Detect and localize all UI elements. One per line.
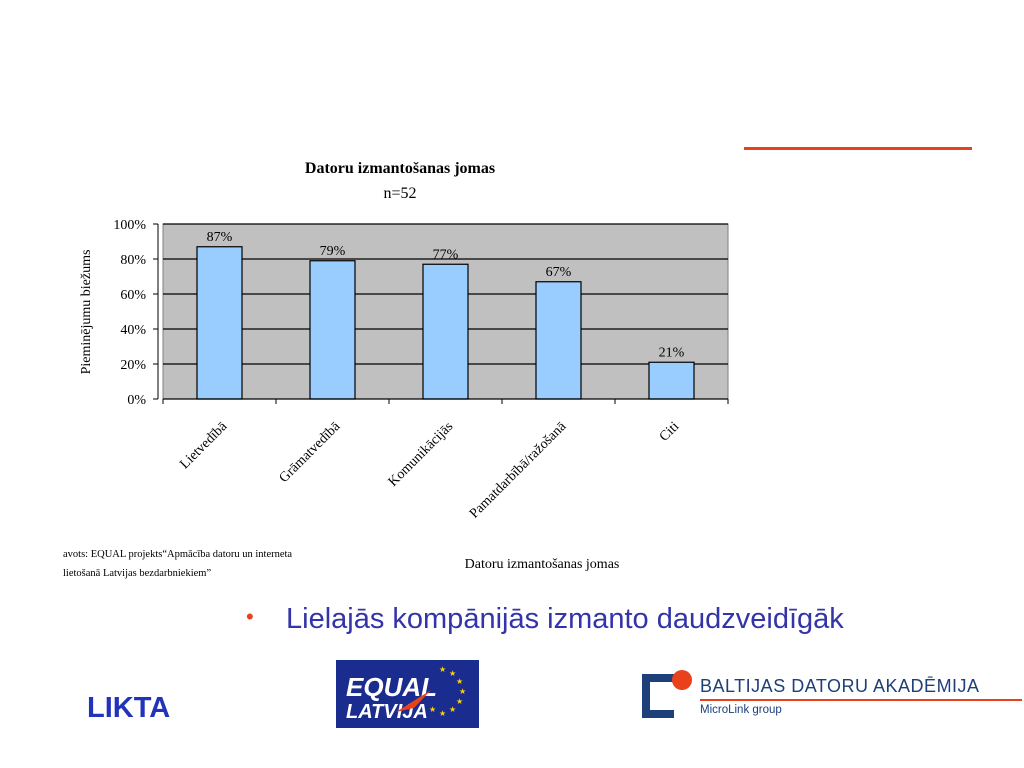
- svg-text:★: ★: [459, 687, 466, 696]
- bar: [196, 246, 243, 400]
- y-tick-label: 0%: [127, 393, 146, 408]
- bar-data-label: 77%: [433, 247, 459, 262]
- bda-mark-icon: [642, 670, 692, 718]
- y-tick-label: 80%: [120, 253, 146, 268]
- svg-text:★: ★: [456, 677, 463, 686]
- x-tick-label: Lietvedībā: [177, 419, 230, 472]
- svg-text:★: ★: [449, 669, 456, 678]
- x-tick-label: Grāmatvedībā: [277, 419, 344, 486]
- bar: [648, 361, 695, 400]
- svg-text:★: ★: [439, 665, 446, 674]
- bar-data-label: 21%: [659, 345, 685, 360]
- source-line-1: avots: EQUAL projekts“Apmācība datoru un…: [63, 549, 293, 560]
- bullet-dot-icon: •: [246, 604, 254, 630]
- bar: [535, 281, 582, 400]
- bullet-text: Lielajās kompānijās izmanto daudzveidīgā…: [286, 603, 844, 635]
- chart-subtitle: n=52: [383, 185, 417, 202]
- bar-data-label: 87%: [207, 230, 233, 245]
- svg-text:★: ★: [439, 709, 446, 718]
- bar: [422, 263, 469, 400]
- bullet-item: • Lielajās kompānijās izmanto daudzveidīg…: [246, 603, 844, 636]
- axes: [153, 223, 729, 404]
- source-line-2: lietošanā Latvijas bezdarbniekiem”: [63, 568, 212, 579]
- y-tick-label: 60%: [120, 288, 146, 303]
- likta-logo: LIKTA: [87, 692, 171, 724]
- bda-name: BALTIJAS DATORU AKADĒMIJA: [700, 676, 980, 696]
- y-axis-label: Pieminējumu biežums: [79, 250, 94, 375]
- source-note: avots: EQUAL projekts“Apmācība datoru un…: [63, 545, 363, 583]
- bda-subtitle: MicroLink group: [700, 704, 782, 716]
- bar-chart: 87% 79% 77% 67% 21% 0% 20% 40% 60% 80% 100% Lietv…: [79, 218, 729, 572]
- bar-data-label: 79%: [320, 244, 346, 259]
- x-tick-label: Pamatdarbībā/ražošanā: [467, 419, 570, 522]
- bars: 87% 79% 77% 67% 21%: [196, 230, 695, 400]
- y-tick-label: 40%: [120, 323, 146, 338]
- x-tick-labels: Lietvedībā Grāmatvedībā Komunikācijās Pamat…: [177, 419, 682, 522]
- equal-latvija-logo: ★ ★★ ★★★ ★★ EQUAL LATVIJA: [336, 660, 479, 728]
- svg-text:★: ★: [429, 705, 436, 714]
- bda-rule: [700, 699, 1022, 701]
- svg-text:★: ★: [449, 705, 456, 714]
- y-tick-label: 20%: [120, 358, 146, 373]
- y-tick-label: 100%: [113, 218, 146, 233]
- bar-data-label: 67%: [546, 265, 572, 280]
- bar: [309, 260, 356, 400]
- bda-logo: BALTIJAS DATORU AKADĒMIJA MicroLink grou…: [640, 662, 1024, 722]
- svg-text:★: ★: [456, 697, 463, 706]
- y-tick-labels: 0% 20% 40% 60% 80% 100%: [113, 218, 146, 408]
- x-tick-label: Komunikācijās: [386, 419, 457, 490]
- x-axis-label: Datoru izmantošanas jomas: [465, 557, 620, 572]
- accent-line: [744, 147, 972, 150]
- chart-title: Datoru izmantošanas jomas: [304, 160, 496, 177]
- x-tick-label: Citi: [657, 419, 683, 445]
